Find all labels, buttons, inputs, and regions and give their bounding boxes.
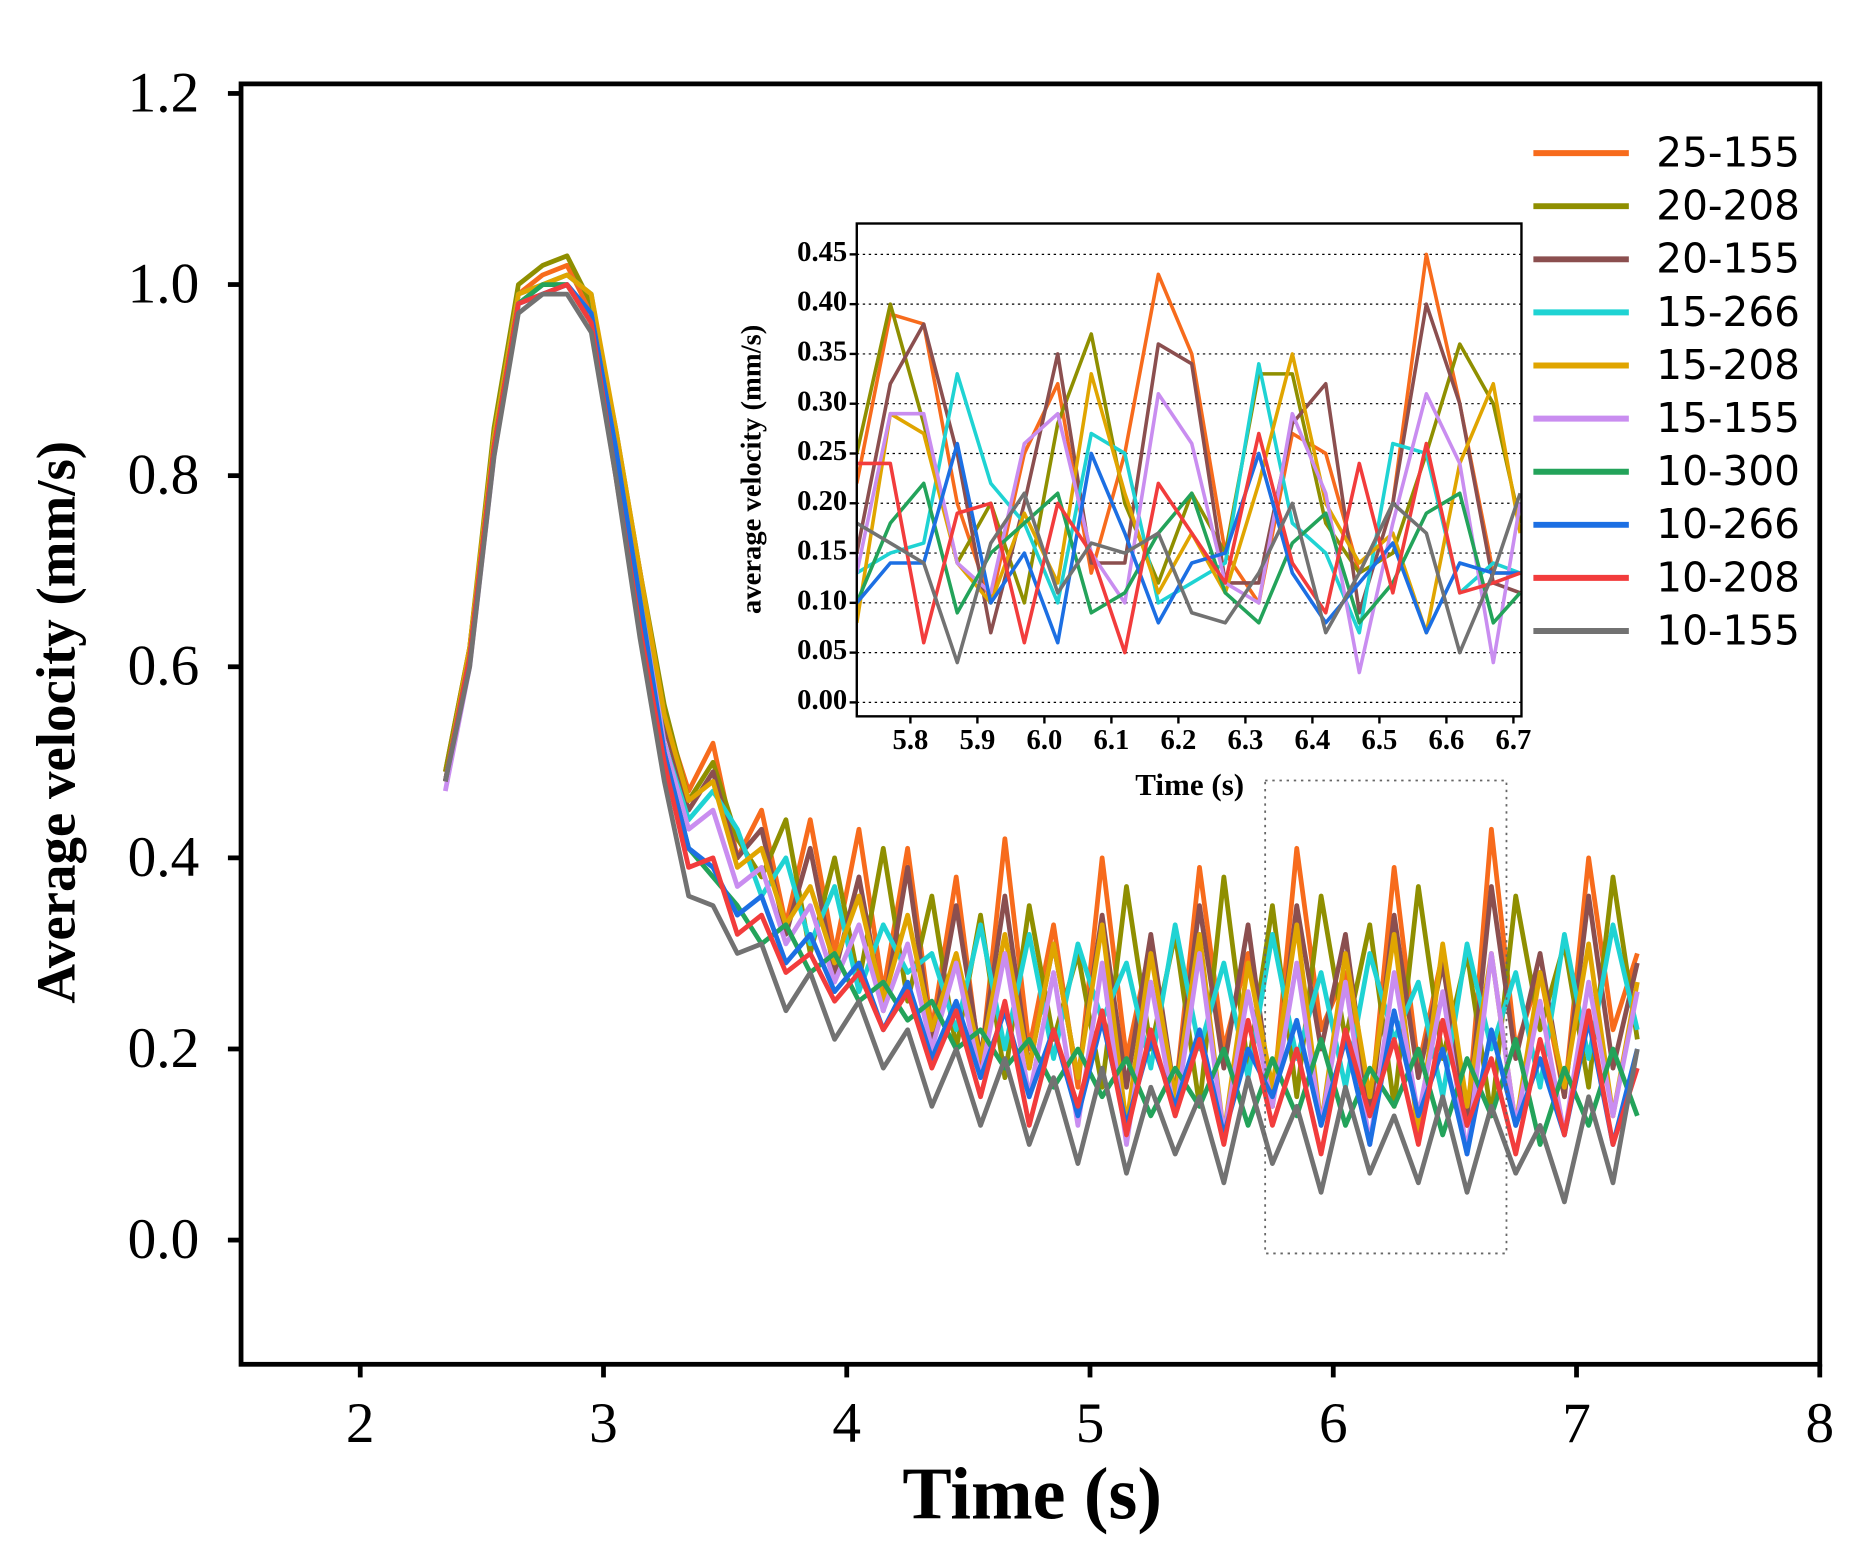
y-axis-title: average velocity (mm/s)	[736, 325, 768, 614]
y-tick-label: 0.0	[128, 1208, 200, 1271]
y-tick-label: 1.0	[128, 252, 200, 315]
series-line	[856, 252, 1521, 605]
y-tick-label: 0.10	[797, 584, 847, 616]
legend-label: 10-208	[1656, 553, 1800, 601]
series-line	[856, 391, 1522, 675]
y-tick-label: 0.00	[797, 684, 847, 716]
legend-label: 10-300	[1656, 447, 1800, 495]
legend-label: 10-266	[1656, 500, 1800, 548]
y-axis-title: Average velocity (mm/s)	[26, 441, 87, 1004]
x-tick-label: 6	[1319, 1392, 1348, 1455]
y-tick-label: 0.6	[128, 635, 200, 698]
x-tick-label: 6.0	[1027, 724, 1063, 756]
legend-label: 15-266	[1656, 288, 1800, 336]
y-tick-label: 0.35	[797, 336, 847, 368]
legend: 25-155 20-208 20-155 15-266 15-208 15-155 10-3…	[1533, 128, 1800, 654]
y-tick-label: 0.30	[797, 385, 847, 417]
y-tick-label: 0.45	[797, 236, 847, 268]
plot-area	[856, 223, 1522, 717]
y-tick-label: 0.8	[128, 444, 200, 507]
inset-plot: 0.00 0.05 0.10 0.15 0.20 0.25 0.30 0.35 0.40 0.45…	[736, 222, 1532, 802]
legend-label: 15-155	[1656, 394, 1800, 442]
x-tick-label: 6.7	[1496, 724, 1532, 756]
series-group	[856, 252, 1522, 675]
series-line	[442, 282, 1640, 1157]
x-tick-label: 2	[346, 1392, 375, 1455]
x-tick-label: 6.4	[1295, 724, 1331, 756]
x-tick-label: 8	[1805, 1392, 1834, 1455]
x-tick-label: 6.6	[1429, 724, 1465, 756]
legend-label: 25-155	[1656, 128, 1800, 176]
series-line	[856, 441, 1521, 645]
y-tick-label: 0.05	[797, 634, 847, 666]
y-tick-label: 1.2	[128, 61, 200, 124]
x-tick-label: 6.3	[1228, 724, 1264, 756]
x-axis-title: Time (s)	[902, 1454, 1162, 1536]
series-group	[442, 253, 1640, 1205]
legend-label: 20-208	[1656, 182, 1800, 230]
x-tick-label: 7	[1562, 1392, 1591, 1455]
y-tick-label: 0.20	[797, 485, 847, 517]
x-tick-label: 5.9	[960, 724, 996, 756]
legend-label: 20-155	[1656, 235, 1800, 283]
series-line	[856, 491, 1522, 665]
y-tick-label: 0.4	[128, 826, 200, 889]
legend-label: 15-208	[1656, 341, 1800, 389]
y-tick-label: 0.15	[797, 535, 847, 567]
axes-frame	[855, 222, 1523, 718]
y-tick-label: 0.2	[128, 1017, 200, 1080]
series-line	[856, 362, 1521, 635]
x-tick-label: 6.1	[1094, 724, 1130, 756]
series-line	[856, 302, 1521, 635]
legend-label: 10-155	[1656, 606, 1800, 654]
x-tick-label: 5.8	[893, 724, 929, 756]
series-line	[856, 481, 1522, 625]
x-tick-label: 3	[589, 1392, 618, 1455]
x-tick-label: 4	[832, 1392, 861, 1455]
y-tick-label: 0.40	[797, 286, 847, 318]
x-axis-title: Time (s)	[1135, 767, 1244, 802]
axes-frame	[238, 81, 1823, 1367]
x-tick-label: 5	[1076, 1392, 1105, 1455]
series-line	[443, 291, 1640, 1205]
series-line	[856, 431, 1521, 655]
x-tick-label: 6.5	[1362, 724, 1398, 756]
y-tick-label: 0.25	[797, 435, 847, 467]
series-line	[442, 272, 1640, 1138]
x-tick-label: 6.2	[1161, 724, 1197, 756]
